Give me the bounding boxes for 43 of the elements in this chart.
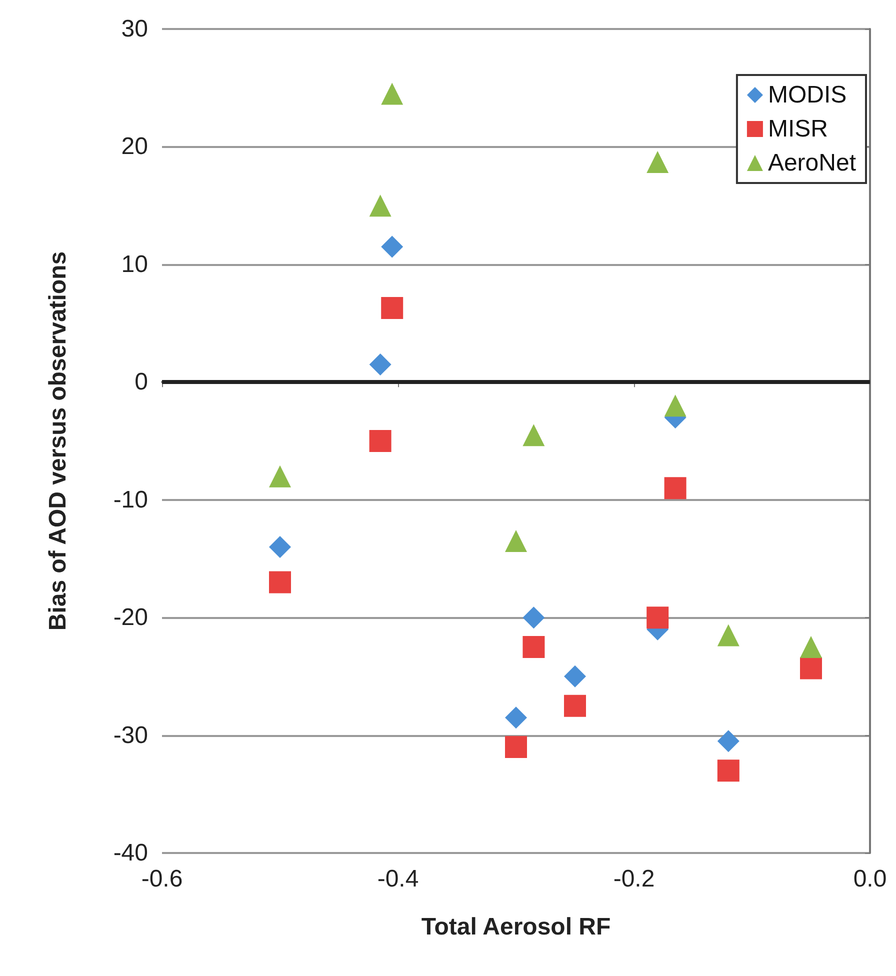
point bbox=[269, 571, 291, 594]
y-tick-label: 20 bbox=[121, 133, 148, 160]
point bbox=[800, 657, 822, 680]
y-tick-label: -20 bbox=[113, 604, 148, 632]
y-axis-title: Bias of AOD versus observations bbox=[44, 251, 72, 631]
point bbox=[717, 624, 740, 646]
y-tick-label: 30 bbox=[121, 16, 148, 42]
point bbox=[269, 465, 291, 488]
point bbox=[381, 236, 404, 258]
point bbox=[381, 296, 404, 319]
point bbox=[505, 706, 527, 729]
y-tick-label: 0 bbox=[134, 368, 148, 396]
point bbox=[369, 353, 392, 376]
y-tick-label: -40 bbox=[113, 840, 148, 866]
point bbox=[646, 151, 669, 174]
point bbox=[800, 636, 822, 658]
point bbox=[717, 730, 740, 752]
point bbox=[564, 665, 586, 688]
point bbox=[646, 606, 669, 629]
x-tick-label: -0.6 bbox=[141, 866, 183, 892]
point bbox=[664, 394, 686, 417]
point bbox=[269, 536, 291, 558]
legend-label: MISR bbox=[768, 116, 828, 142]
x-tick-label: -0.4 bbox=[377, 866, 419, 892]
point bbox=[505, 530, 527, 552]
point bbox=[522, 606, 545, 629]
point bbox=[369, 430, 392, 452]
point bbox=[522, 424, 545, 446]
legend-label: AeroNet bbox=[768, 150, 856, 176]
x-tick-label: 0.0 bbox=[853, 866, 887, 892]
x-axis-title: Total Aerosol RF bbox=[421, 914, 611, 940]
y-tick-label: -30 bbox=[113, 722, 148, 749]
legend-label: MODIS bbox=[768, 82, 847, 108]
y-tick-label: -10 bbox=[113, 486, 148, 514]
point bbox=[717, 760, 740, 782]
point bbox=[522, 636, 545, 658]
point bbox=[564, 694, 586, 717]
point bbox=[664, 477, 686, 500]
point bbox=[505, 736, 527, 758]
x-tick-label: -0.2 bbox=[613, 866, 655, 892]
point bbox=[369, 194, 392, 217]
y-tick-label: 10 bbox=[121, 250, 148, 278]
point bbox=[381, 82, 404, 105]
